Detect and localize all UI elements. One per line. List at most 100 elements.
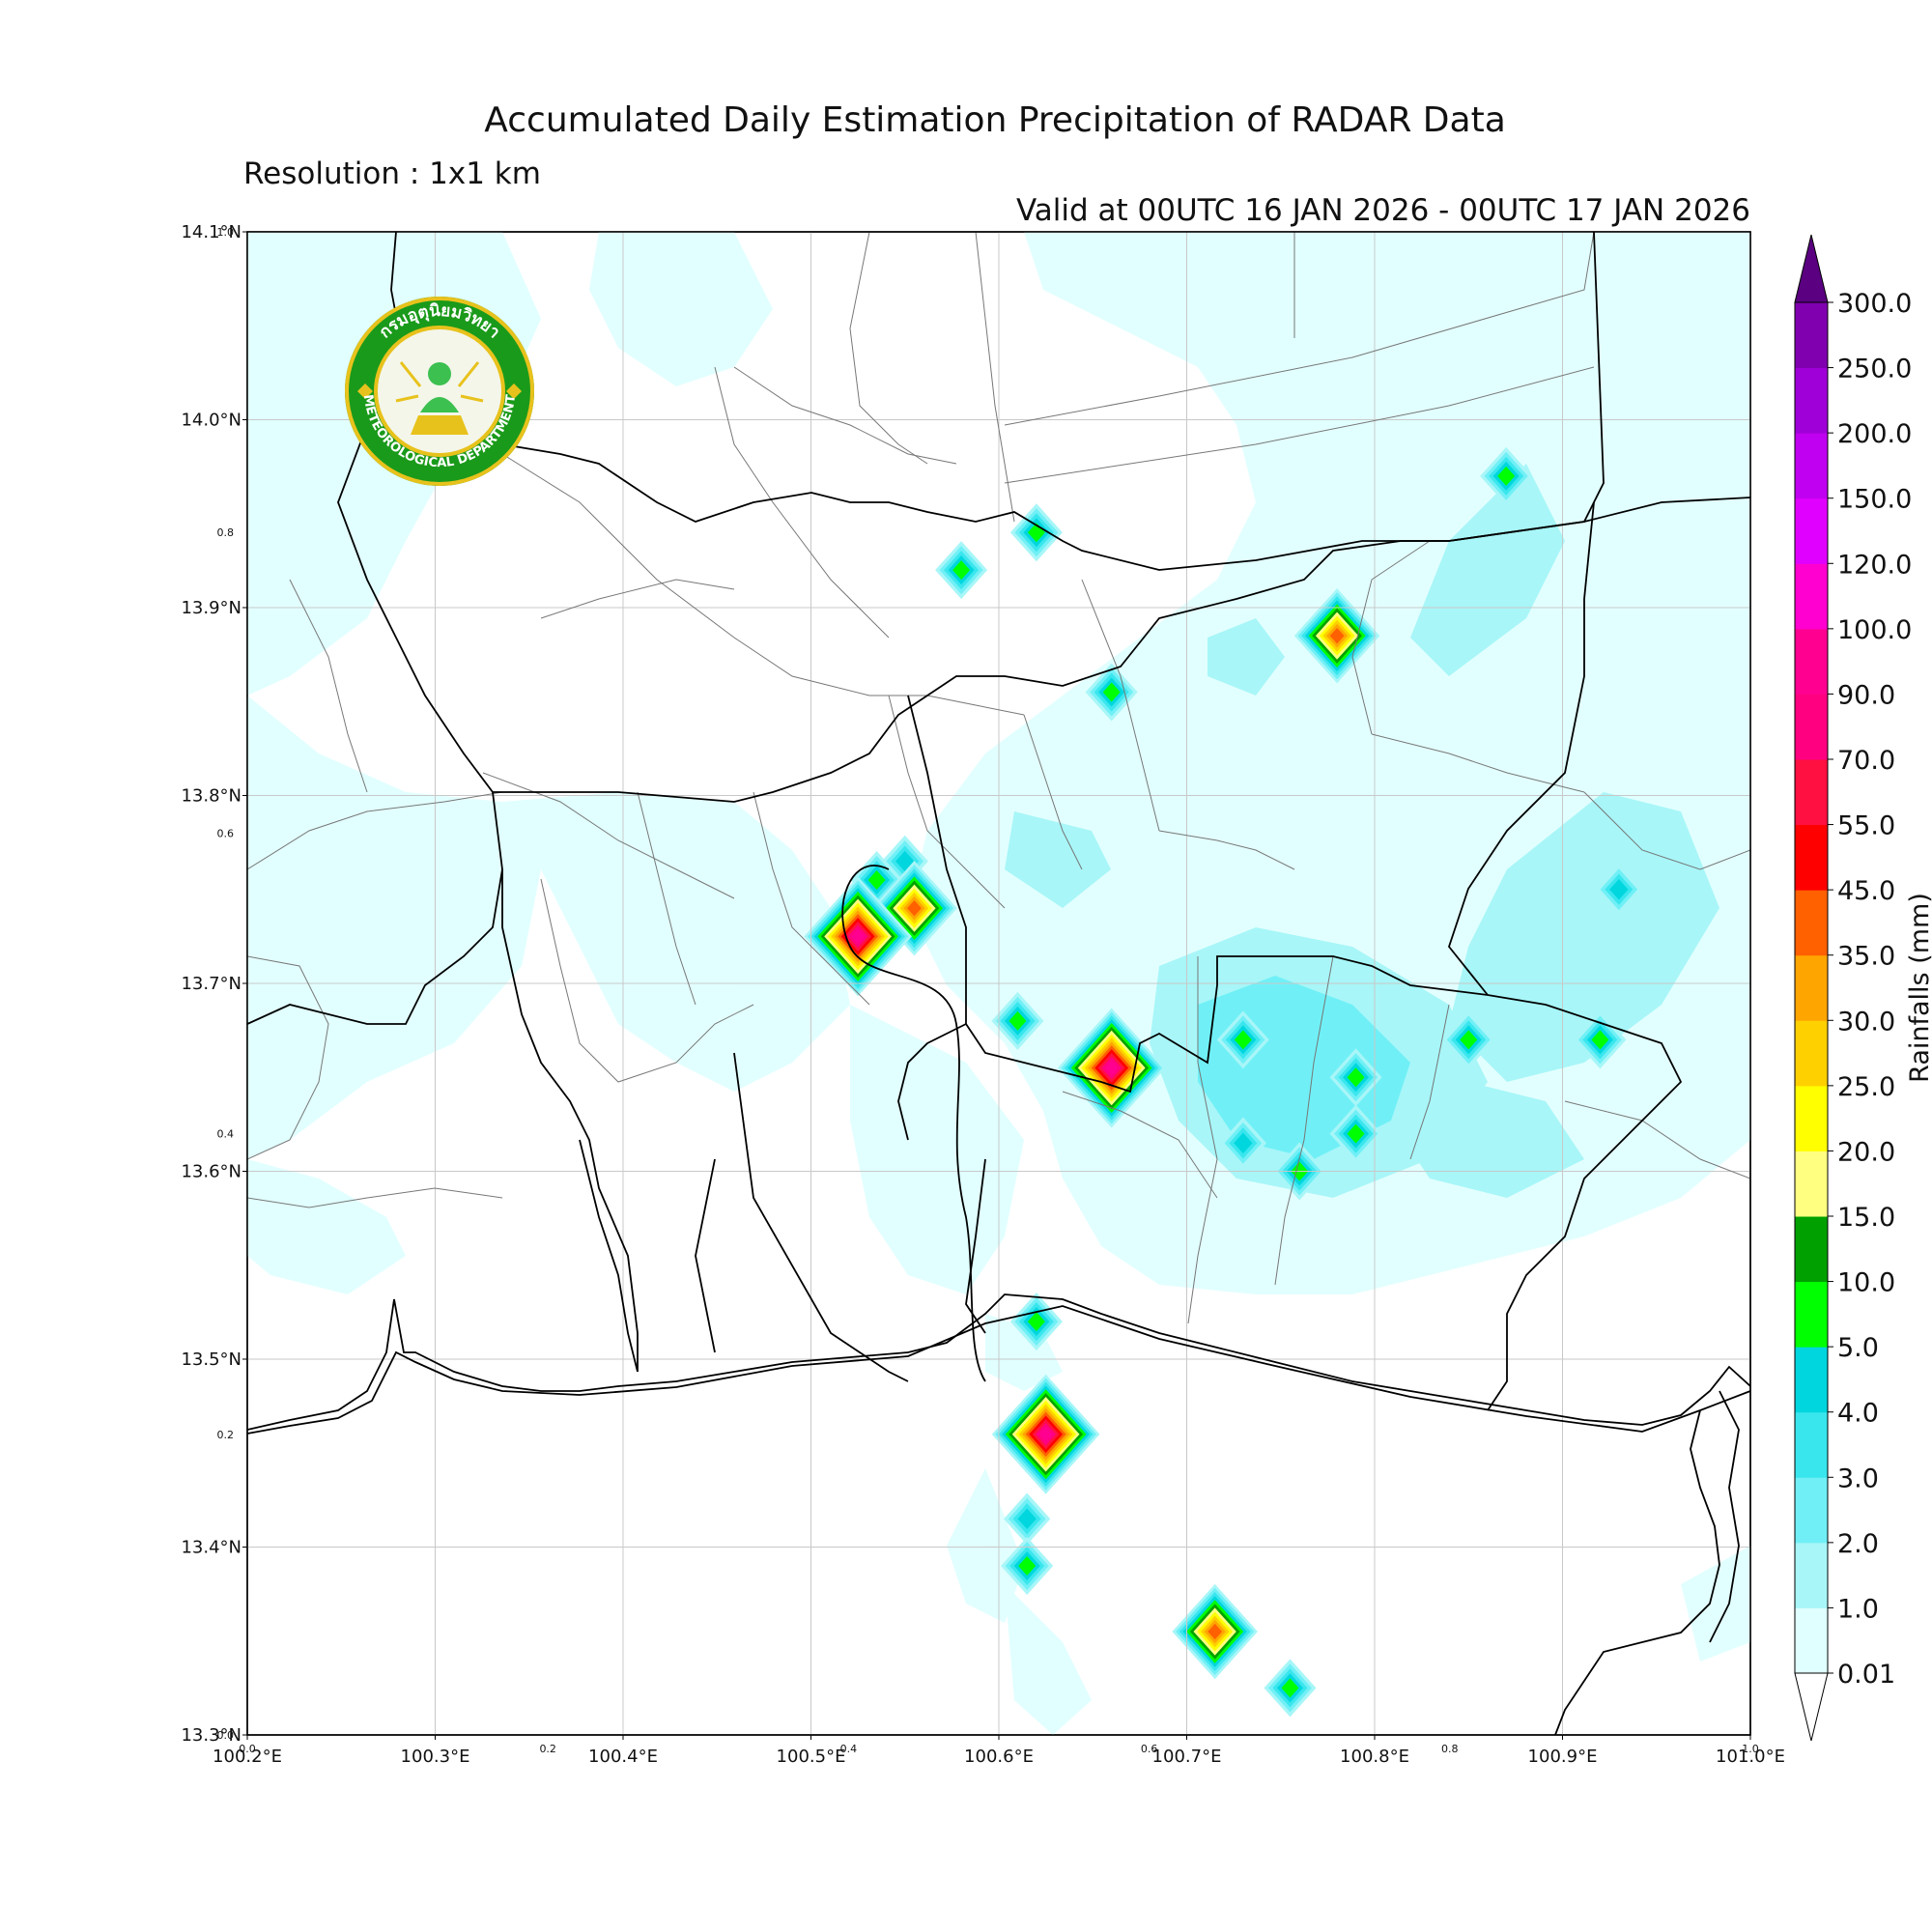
rain-cell-layer [851, 928, 866, 945]
rain-cell-layer [907, 900, 922, 917]
colorbar-tick-label: 35.0 [1837, 942, 1895, 972]
colorbar-segment [1795, 1542, 1828, 1608]
district-line [1062, 1091, 1218, 1199]
rain-cell [1009, 503, 1063, 562]
colorbar-extend-min [1794, 1672, 1829, 1742]
province-line-east [907, 695, 1683, 1411]
colorbar-tick-label: 120.0 [1837, 550, 1912, 580]
colorbar-tick-label: 4.0 [1837, 1399, 1879, 1429]
district-line [849, 232, 928, 465]
rain-cell [1293, 587, 1380, 684]
colorbar-segment [1795, 694, 1828, 760]
logo-ornament-right [506, 384, 522, 399]
logo-figure-body [420, 397, 459, 412]
colorbar-tick-label: 10.0 [1837, 1268, 1895, 1298]
colorbar-tick-label: 25.0 [1837, 1072, 1895, 1102]
coastline-east2 [1709, 1390, 1740, 1643]
axes-fraction-label-x: 0.2 [539, 1743, 556, 1755]
lon-tick-label: 100.9°E [1528, 1747, 1598, 1767]
colorbar-segment [1795, 1281, 1828, 1348]
colorbar-tick-label: 300.0 [1837, 289, 1912, 319]
axes-fraction-label-x: 0.0 [239, 1743, 256, 1755]
rain-cell [1329, 1048, 1382, 1107]
moderate-rain-areas [1005, 464, 1719, 1198]
rain-area-ne-moderate [1410, 464, 1565, 676]
logo-ring-gold [345, 297, 534, 486]
rain-cell [991, 1374, 1100, 1494]
district-line [733, 366, 957, 465]
rain-cell [1329, 1104, 1382, 1163]
logo-inner [374, 326, 505, 457]
colorbar-segment [1795, 890, 1828, 956]
axes-fraction-label-y: 1.0 [217, 226, 235, 239]
chart-title: Accumulated Daily Estimation Precipitati… [484, 100, 1506, 140]
colorbar-tick-label: 70.0 [1837, 746, 1895, 776]
province-line-center [493, 521, 1585, 803]
district-line [1274, 955, 1334, 1286]
colorbar-tick-label: 5.0 [1837, 1333, 1879, 1363]
colorbar-segment [1795, 759, 1828, 826]
district-line [1583, 791, 1750, 870]
district-line [1351, 540, 1431, 735]
rain-cell [1009, 1293, 1063, 1351]
colorbar-segment [1795, 1347, 1828, 1413]
colorbar-tick-label: 1.0 [1837, 1594, 1879, 1624]
colorbar-segment [1795, 433, 1828, 499]
lat-tick-label: 13.4°N [181, 1538, 242, 1558]
province-line-ne [1583, 497, 1750, 523]
rain-cell-layer [867, 870, 886, 891]
rain-cell-layer [1329, 627, 1345, 644]
rain-cell-layer [1234, 1132, 1253, 1154]
rain-cell-layer [1591, 1030, 1609, 1050]
lat-tick-label: 13.7°N [181, 974, 242, 994]
colorbar-segment [1795, 824, 1828, 891]
rain-cell-layer [1281, 1678, 1299, 1698]
colorbar-segment [1795, 1216, 1828, 1283]
rain-cell [1057, 1008, 1166, 1128]
colorbar-segment [1795, 1151, 1828, 1217]
lon-tick-label: 100.2°E [213, 1747, 282, 1767]
rain-cell-layer [1102, 682, 1121, 702]
lat-tick-label: 14.0°N [181, 411, 242, 431]
district-line [753, 791, 870, 1006]
rain-cell [1480, 446, 1533, 505]
colorbar-tick-label: 200.0 [1837, 419, 1912, 449]
colorbar-tick-label: 20.0 [1837, 1137, 1895, 1167]
district-line [1409, 1004, 1450, 1160]
lat-tick-label: 13.8°N [181, 786, 242, 807]
colorbar-extend-max [1794, 234, 1829, 303]
rain-area-n1 [589, 232, 773, 386]
axes-fraction-label-x: 0.8 [1441, 1743, 1459, 1755]
colorbar-segment [1795, 367, 1828, 434]
district-line [888, 695, 1006, 909]
colorbar-segment [1795, 1085, 1828, 1151]
colorbar: 0.01 1.0 2.0 3.0 4.0 5.0 10.0 15.0 20.0 25.0 30.0 3… [1794, 234, 1932, 1742]
rain-cell-layer [1009, 1010, 1027, 1031]
rain-cell-layer [1018, 1555, 1037, 1576]
province-line-inner [897, 1023, 967, 1141]
axes-fraction-label-y: 0.8 [217, 526, 235, 539]
rain-cell [1264, 1659, 1317, 1718]
colorbar-tick-label: 0.01 [1837, 1660, 1895, 1690]
rain-area-center [502, 792, 850, 1092]
rain-cell-layer [1208, 1623, 1223, 1640]
valid-time-label: Valid at 00UTC 16 JAN 2026 - 00UTC 17 JA… [1015, 193, 1750, 228]
rain-cell-layer [1017, 1508, 1037, 1530]
district-line [1081, 579, 1160, 832]
rain-area-s3 [1005, 1584, 1092, 1735]
colorbar-tick-label: 90.0 [1837, 680, 1895, 710]
grid-lines [247, 232, 1750, 1735]
province-boundaries [247, 232, 1750, 1411]
district-line [501, 453, 1025, 716]
colorbar-segment [1795, 1607, 1828, 1674]
rain-cell [1085, 663, 1138, 722]
lat-tick-label: 14.1°N [181, 222, 242, 242]
tmd-logo: กรมอุตุนิยมวิทยา METEOROLOGICAL DEPARTME… [345, 297, 534, 486]
resolution-label: Resolution : 1x1 km [243, 156, 541, 191]
colorbar-tick-label: 2.0 [1837, 1529, 1879, 1559]
lat-tick-label: 13.6°N [181, 1162, 242, 1182]
rain-cell-layer [1347, 1123, 1365, 1144]
colorbar-segment [1795, 628, 1828, 695]
colorbar-segment [1795, 954, 1828, 1021]
axes-fraction-label-x: 0.4 [840, 1743, 858, 1755]
